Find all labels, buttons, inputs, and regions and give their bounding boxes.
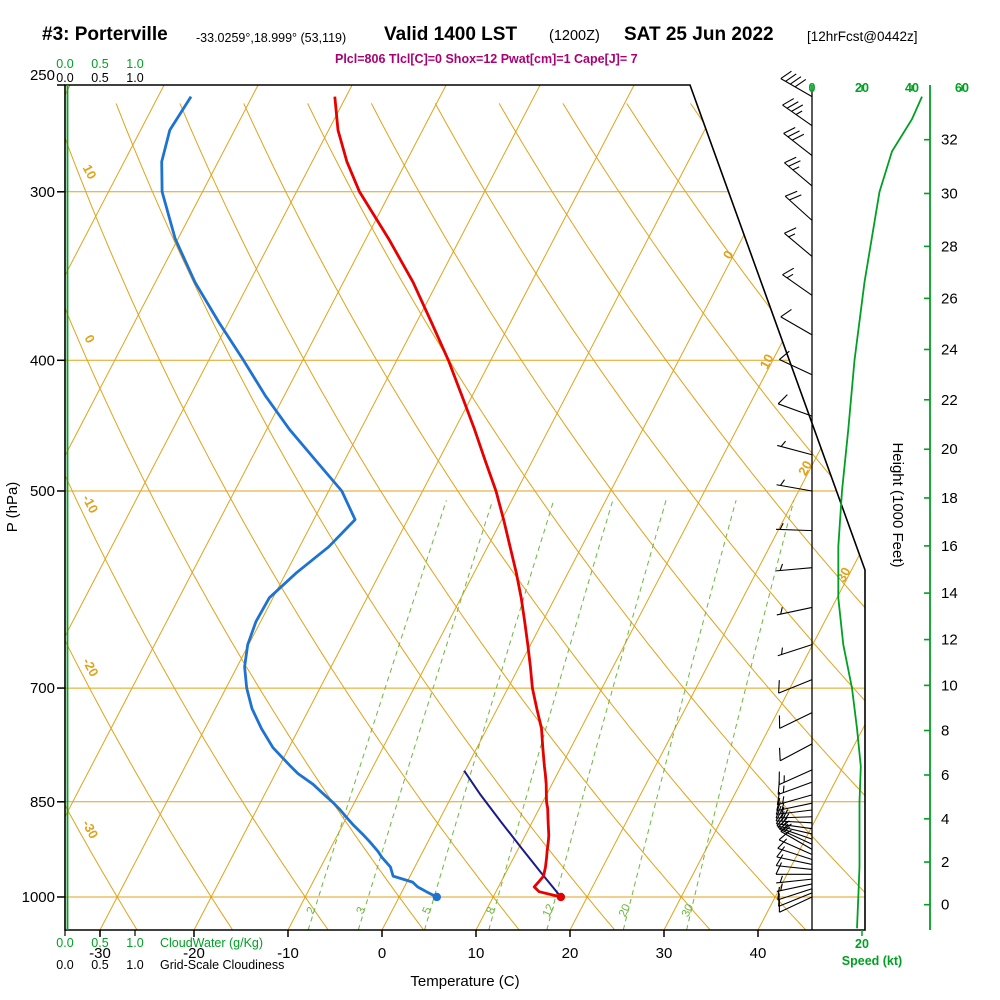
svg-text:0.0: 0.0 bbox=[56, 57, 73, 71]
wind-speed-profile bbox=[837, 96, 923, 929]
svg-text:0: 0 bbox=[809, 81, 816, 95]
svg-text:22: 22 bbox=[941, 392, 958, 409]
cloud-scales: 0.00.00.00.00.50.50.50.51.01.01.01.0Clou… bbox=[56, 57, 284, 972]
svg-text:10: 10 bbox=[941, 677, 958, 694]
stability-indices: Plcl=806 Tlcl[C]=0 Shox=12 Pwat[cm]=1 Ca… bbox=[335, 52, 638, 66]
wind-barbs bbox=[775, 70, 813, 930]
svg-text:500: 500 bbox=[30, 483, 55, 500]
svg-text:0.0: 0.0 bbox=[56, 958, 73, 972]
svg-text:20: 20 bbox=[855, 81, 869, 95]
forecast-tag: [12hrFcst@0442z] bbox=[807, 29, 918, 44]
svg-text:8: 8 bbox=[484, 905, 498, 916]
svg-text:0: 0 bbox=[941, 897, 949, 914]
temperature-axis: -30 -20 -10 0 10 20 30 40 Temperature (C) bbox=[89, 930, 766, 990]
surface-dewpoint-dot bbox=[432, 892, 441, 902]
adiabat-labels: 100-10-20-30 bbox=[79, 162, 101, 841]
svg-text:18: 18 bbox=[941, 490, 958, 507]
svg-text:10: 10 bbox=[757, 351, 777, 371]
svg-text:10: 10 bbox=[80, 162, 100, 182]
svg-text:-20: -20 bbox=[183, 945, 205, 962]
svg-text:20: 20 bbox=[855, 937, 869, 951]
svg-text:16: 16 bbox=[941, 538, 958, 555]
svg-text:10: 10 bbox=[468, 945, 485, 962]
svg-text:20: 20 bbox=[617, 902, 633, 919]
svg-text:30: 30 bbox=[656, 945, 673, 962]
svg-text:1.0: 1.0 bbox=[126, 71, 143, 85]
svg-text:0.5: 0.5 bbox=[91, 57, 108, 71]
pressure-axis: 250 300 400 500 700 850 1000 bbox=[22, 67, 65, 906]
svg-text:1.0: 1.0 bbox=[126, 936, 143, 950]
svg-text:0.5: 0.5 bbox=[91, 71, 108, 85]
svg-text:26: 26 bbox=[941, 290, 958, 307]
svg-text:400: 400 bbox=[30, 352, 55, 369]
plot-frame bbox=[64, 84, 866, 931]
svg-text:1.0: 1.0 bbox=[126, 958, 143, 972]
svg-text:Height (1000 Feet): Height (1000 Feet) bbox=[889, 442, 906, 567]
svg-text:28: 28 bbox=[941, 238, 958, 255]
height-axis-title: Height (1000 Feet) bbox=[889, 442, 906, 567]
temperature-curve bbox=[333, 96, 562, 899]
svg-text:24: 24 bbox=[941, 341, 958, 358]
sounding-profiles bbox=[160, 95, 566, 902]
svg-text:300: 300 bbox=[30, 184, 55, 201]
svg-text:0: 0 bbox=[720, 248, 737, 261]
station-coords: -33.0259°,18.999° (53,119) bbox=[196, 31, 347, 45]
svg-text:850: 850 bbox=[30, 794, 55, 811]
svg-text:6: 6 bbox=[941, 767, 949, 784]
svg-text:60: 60 bbox=[955, 81, 969, 95]
svg-text:8: 8 bbox=[941, 723, 949, 740]
valid-time: Valid 1400 LST bbox=[384, 24, 518, 45]
svg-text:20: 20 bbox=[941, 441, 958, 458]
isotherm-labels: 0 10 20 30 bbox=[720, 248, 854, 584]
svg-text:12: 12 bbox=[541, 902, 557, 919]
svg-text:40: 40 bbox=[905, 81, 919, 95]
svg-text:3: 3 bbox=[355, 905, 369, 916]
svg-text:Temperature (C): Temperature (C) bbox=[410, 973, 519, 990]
svg-text:2: 2 bbox=[305, 905, 319, 916]
svg-text:700: 700 bbox=[30, 680, 55, 697]
svg-text:30: 30 bbox=[833, 565, 853, 585]
svg-text:20: 20 bbox=[795, 458, 815, 478]
svg-text:Grid-Scale Cloudiness: Grid-Scale Cloudiness bbox=[160, 958, 284, 972]
valid-date: SAT 25 Jun 2022 bbox=[624, 24, 774, 45]
svg-text:30: 30 bbox=[941, 185, 958, 202]
svg-text:20: 20 bbox=[562, 945, 579, 962]
mixing-ratio-labels: 2 3 5 8 12 20 30 bbox=[305, 902, 696, 919]
svg-text:40: 40 bbox=[750, 945, 767, 962]
svg-text:250: 250 bbox=[30, 67, 55, 84]
pressure-axis-title: P (hPa) bbox=[4, 482, 21, 533]
mixing-ratio-lines bbox=[307, 500, 795, 930]
svg-text:0: 0 bbox=[378, 945, 386, 962]
svg-text:1.0: 1.0 bbox=[126, 57, 143, 71]
parcel-trace bbox=[463, 770, 562, 898]
svg-text:P (hPa): P (hPa) bbox=[4, 482, 21, 533]
svg-text:0.0: 0.0 bbox=[56, 936, 73, 950]
dewpoint-curve bbox=[160, 95, 438, 899]
svg-text:4: 4 bbox=[941, 811, 949, 828]
svg-text:14: 14 bbox=[941, 585, 958, 602]
surface-temperature-dot bbox=[556, 892, 566, 902]
svg-text:12: 12 bbox=[941, 632, 958, 649]
svg-text:0.0: 0.0 bbox=[56, 71, 73, 85]
svg-text:30: 30 bbox=[680, 902, 696, 919]
valid-zulu: (1200Z) bbox=[549, 28, 600, 44]
svg-text:0.5: 0.5 bbox=[91, 936, 108, 950]
svg-text:-30: -30 bbox=[89, 945, 111, 962]
svg-text:1000: 1000 bbox=[22, 889, 55, 906]
svg-text:32: 32 bbox=[941, 132, 958, 149]
svg-text:Speed (kt): Speed (kt) bbox=[842, 954, 902, 968]
svg-text:0: 0 bbox=[82, 332, 99, 345]
svg-text:2: 2 bbox=[941, 854, 949, 871]
svg-text:CloudWater (g/Kg): CloudWater (g/Kg) bbox=[160, 936, 263, 950]
svg-text:-10: -10 bbox=[277, 945, 299, 962]
svg-text:0.5: 0.5 bbox=[91, 958, 108, 972]
svg-text:5: 5 bbox=[421, 905, 435, 916]
station-title: #3: Porterville bbox=[42, 24, 168, 45]
